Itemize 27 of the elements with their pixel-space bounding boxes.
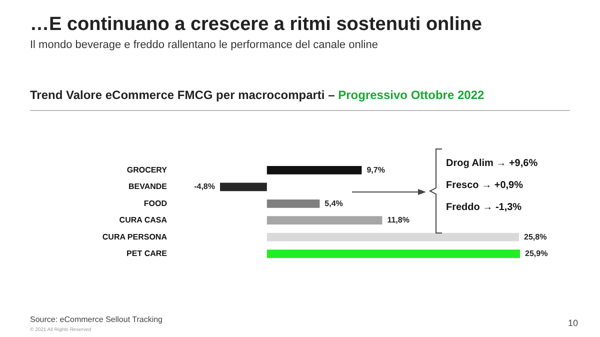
y-tick-label: GROCERY: [126, 165, 168, 174]
y-tick-label: CURA CASA: [119, 216, 168, 225]
bar: [266, 250, 520, 258]
text: 10: [568, 318, 578, 328]
data-label: 25,9%: [525, 249, 548, 258]
data-label: 9,7%: [366, 165, 385, 174]
annotation: Freddo → -1,3%: [446, 202, 522, 213]
source-note: Source: eCommerce Sellout Tracking: [30, 315, 162, 324]
data-label: 25,8%: [524, 232, 547, 242]
y-tick-label: FOOD: [144, 198, 168, 208]
y-tick-label: BEVANDE: [128, 182, 168, 192]
bar: [266, 232, 520, 242]
bar: [266, 166, 362, 174]
text: Progressivo Ottobre 2022: [338, 88, 484, 102]
annotation: Fresco → +0,9%: [446, 180, 523, 191]
annotation: Drog Alim → +9,6%: [446, 158, 538, 169]
data-label: 11,8%: [387, 216, 410, 225]
y-tick-label: CURA PERSONA: [102, 232, 168, 242]
bar: [220, 182, 267, 192]
data-label: -4,8%: [194, 182, 215, 192]
bar: [266, 199, 320, 208]
chart-subtitle: Il mondo beverage e freddo rallentano le performance del canale online: [30, 39, 378, 51]
chart-title: …E continuano a crescere a ritmi sostenuti online: [30, 14, 482, 36]
bar: [266, 216, 382, 225]
data-label: 5,4%: [324, 198, 343, 208]
text: Trend Valore eCommerce FMCG per macrocomparti –: [30, 88, 335, 102]
y-tick-label: PET CARE: [126, 249, 168, 258]
